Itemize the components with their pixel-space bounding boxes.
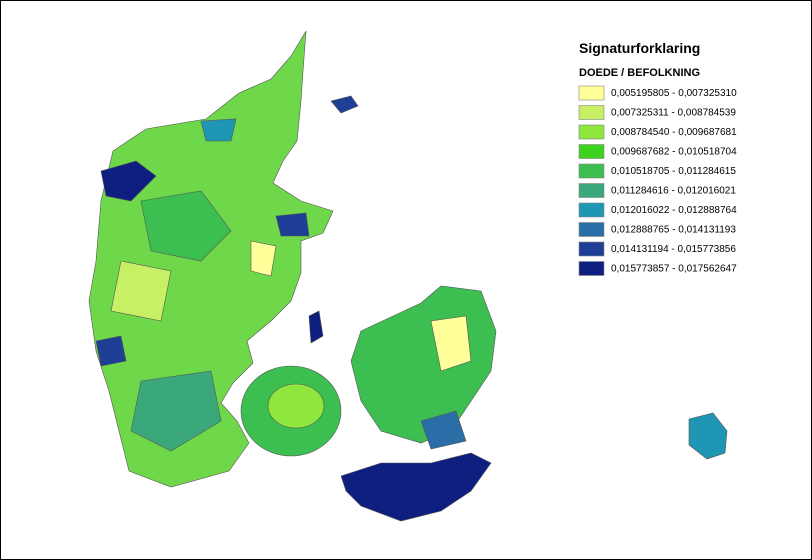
legend-label: 0,008784540 - 0,009687681	[611, 127, 737, 138]
legend-label: 0,011284616 - 0,012016021	[611, 186, 736, 197]
jutland-patch	[100, 160, 157, 202]
legend-label: 0,007325311 - 0,008784539	[611, 108, 736, 119]
jutland-patch	[140, 190, 232, 262]
legend-swatch	[578, 183, 605, 198]
zealand-patch	[430, 315, 472, 372]
legend-swatch	[578, 222, 605, 237]
legend-title: Signaturforklaring	[579, 40, 700, 56]
jutland-patch	[110, 260, 172, 322]
jutland-patch	[275, 212, 310, 237]
legend-label: 0,014131194 - 0,015773856	[611, 244, 736, 255]
legend-swatch	[578, 202, 605, 218]
legend-label: 0,012888765 - 0,014131193	[611, 225, 736, 236]
legend-label: 0,010518705 - 0,011284615	[611, 166, 736, 177]
legend-subtitle: DOEDE / BEFOLKNING	[579, 67, 700, 79]
legend-swatch	[578, 124, 605, 140]
legend-label: 0,015773857 - 0,017562647	[611, 264, 737, 275]
legend-label: 0,009687682 - 0,010518704	[611, 147, 737, 158]
bornholm	[688, 412, 728, 460]
zealand	[350, 285, 497, 444]
legend-swatch	[578, 241, 605, 257]
legend-swatch	[578, 163, 605, 179]
funen-patch	[267, 383, 325, 429]
jutland	[88, 30, 334, 488]
lolland-falster	[340, 452, 492, 522]
legend-swatch	[578, 144, 605, 159]
jutland-patch	[200, 118, 237, 142]
legend-label: 0,005195805 - 0,007325310	[611, 88, 737, 99]
samsoe	[308, 310, 324, 344]
legend-swatch	[578, 261, 605, 276]
jutland-patch	[95, 335, 127, 367]
legend-swatch	[578, 105, 605, 120]
legend-label: 0,012016022 - 0,012888764	[611, 205, 737, 216]
zealand-patch	[420, 410, 467, 450]
jutland-patch	[130, 370, 222, 452]
legend-swatch	[578, 85, 605, 101]
mors	[330, 95, 359, 114]
jutland-patch	[250, 240, 277, 277]
land	[88, 30, 728, 522]
